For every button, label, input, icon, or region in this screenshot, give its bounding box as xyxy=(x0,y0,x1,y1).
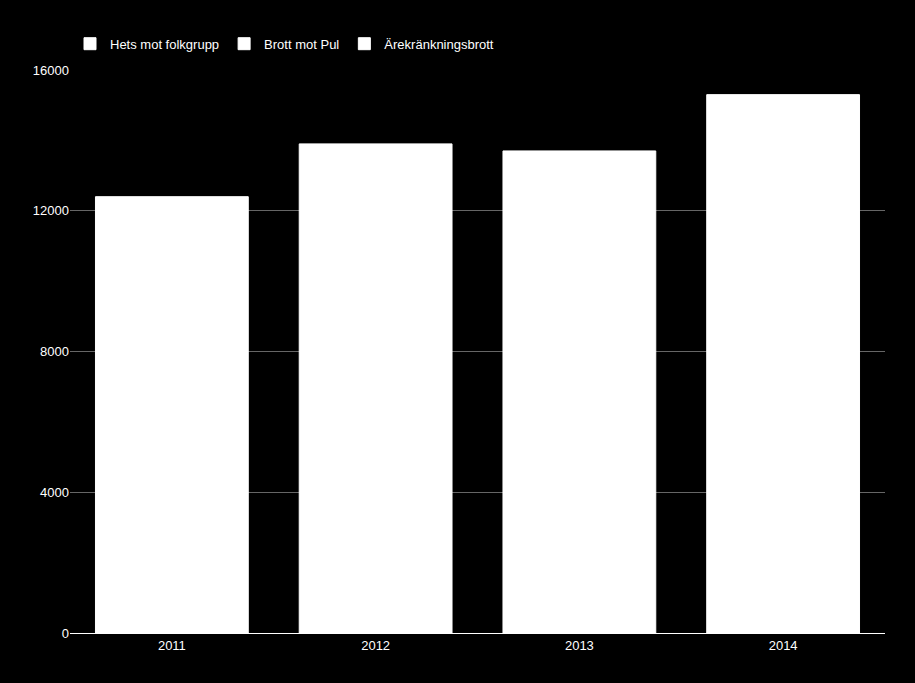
svg-text:0: 0 xyxy=(62,626,69,641)
svg-text:8000: 8000 xyxy=(40,344,69,359)
svg-text:2012: 2012 xyxy=(361,638,390,653)
svg-text:Hets mot folkgrupp: Hets mot folkgrupp xyxy=(110,37,219,52)
svg-text:2011: 2011 xyxy=(158,638,186,653)
svg-text:2013: 2013 xyxy=(565,638,594,653)
svg-text:12000: 12000 xyxy=(33,203,69,218)
svg-text:Ärekränkningsbrott: Ärekränkningsbrott xyxy=(384,37,493,52)
svg-text:Brott mot Pul: Brott mot Pul xyxy=(264,37,339,52)
svg-text:4000: 4000 xyxy=(40,485,69,500)
svg-text:16000: 16000 xyxy=(33,63,69,78)
svg-text:2014: 2014 xyxy=(769,638,798,653)
